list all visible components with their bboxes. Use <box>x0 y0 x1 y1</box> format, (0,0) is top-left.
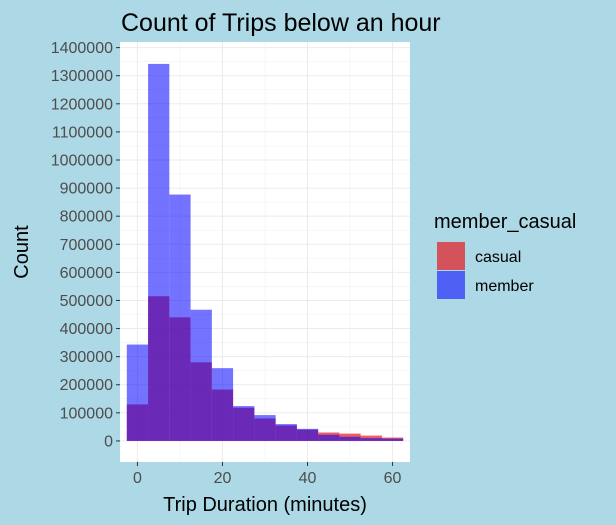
legend-title: member_casual <box>434 211 576 233</box>
y-tick-label: 600000 <box>60 265 113 282</box>
legend-label-member: member <box>475 278 534 295</box>
y-tick-label: 400000 <box>60 321 113 338</box>
legend: member_casual casual member <box>434 211 576 299</box>
y-tick-label: 1000000 <box>51 152 113 169</box>
bar-member <box>339 436 361 441</box>
x-tick-label: 40 <box>299 470 317 487</box>
histogram-bars <box>126 63 404 441</box>
bar-member <box>211 368 234 441</box>
y-tick-label: 1200000 <box>51 96 113 113</box>
bar-member <box>148 63 170 441</box>
y-axis-title: Count <box>11 225 33 279</box>
bar-member <box>381 438 404 441</box>
bar-member <box>126 344 149 441</box>
legend-label-casual: casual <box>475 249 521 266</box>
axis-ticks: 0 100000 200000 300000 400000 500000 600000 700… <box>51 40 402 487</box>
bar-member <box>233 406 255 441</box>
y-tick-label: 700000 <box>60 237 113 254</box>
y-tick-label: 0 <box>104 433 113 450</box>
x-tick-label: 0 <box>133 470 142 487</box>
bar-member <box>318 434 340 441</box>
bar-member <box>360 438 382 441</box>
bar-member <box>190 309 212 441</box>
y-tick-label: 500000 <box>60 293 113 310</box>
y-tick-label: 200000 <box>60 377 113 394</box>
chart-title: Count of Trips below an hour <box>121 9 441 37</box>
y-tick-label: 300000 <box>60 349 113 366</box>
y-tick-label: 1100000 <box>52 124 113 141</box>
bar-member <box>169 194 191 441</box>
bar-member <box>296 428 319 441</box>
x-axis-title: Trip Duration (minutes) <box>163 494 367 516</box>
bar-member <box>254 415 276 441</box>
y-tick-label: 1400000 <box>51 40 113 57</box>
y-tick-label: 1300000 <box>51 68 113 85</box>
y-tick-label: 800000 <box>60 209 113 226</box>
x-tick-label: 20 <box>214 470 232 487</box>
x-tick-label: 60 <box>384 470 402 487</box>
bar-member <box>275 424 297 441</box>
y-tick-label: 900000 <box>60 181 113 198</box>
legend-key-member <box>437 271 465 299</box>
y-tick-label: 100000 <box>60 405 113 422</box>
legend-key-casual <box>437 242 465 270</box>
